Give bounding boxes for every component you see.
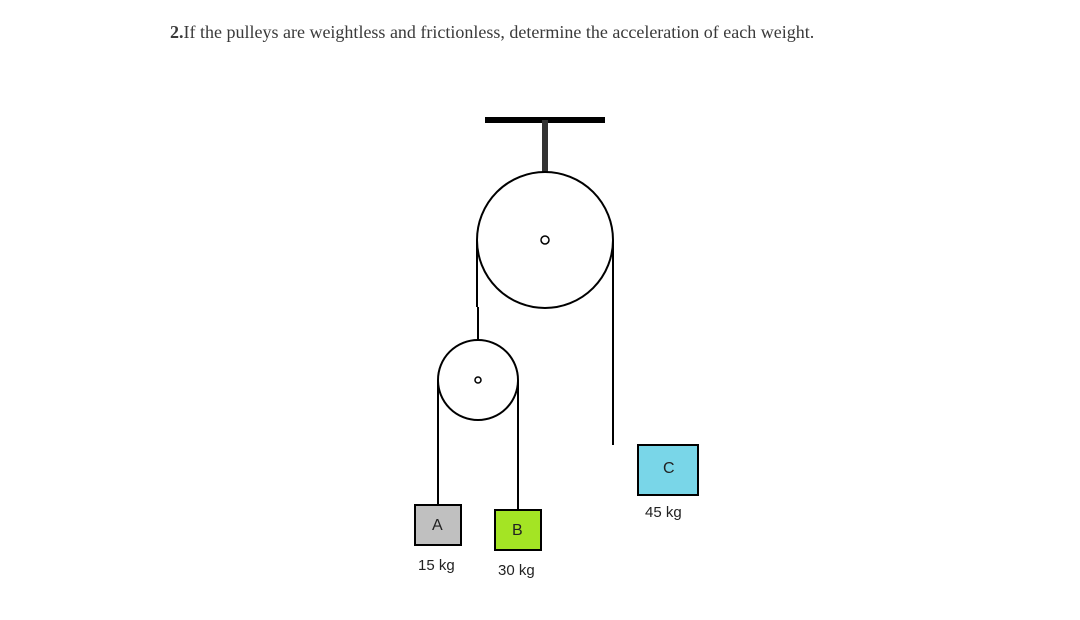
svg-text:B: B [512, 522, 523, 539]
problem-statement: 2.If the pulleys are weightless and fric… [170, 20, 950, 45]
svg-text:15 kg: 15 kg [418, 557, 455, 574]
problem-number: 2. [170, 22, 184, 42]
problem-body: If the pulleys are weightless and fricti… [184, 22, 815, 42]
diagram-svg: A B C 15 kg 30 kg 45 kg [380, 110, 780, 600]
svg-text:A: A [432, 517, 443, 534]
pulley-diagram: A B C 15 kg 30 kg 45 kg [380, 110, 780, 600]
svg-text:45 kg: 45 kg [645, 504, 682, 521]
svg-text:30 kg: 30 kg [498, 562, 535, 579]
svg-text:C: C [663, 460, 675, 477]
